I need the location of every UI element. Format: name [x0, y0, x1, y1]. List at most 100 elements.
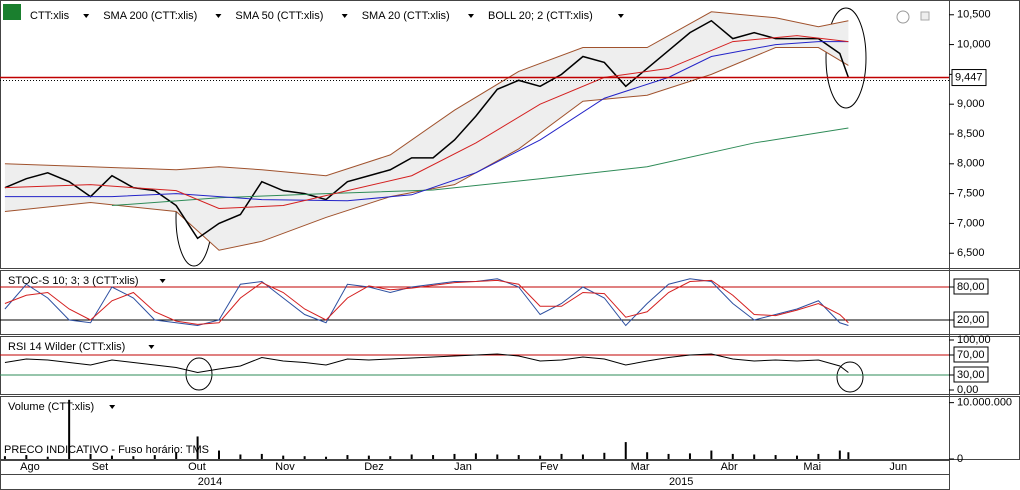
last-price-label: 9,447 — [955, 71, 983, 83]
dropdown-arrow — [148, 345, 155, 349]
volume-bar — [325, 456, 328, 459]
volume-bar — [346, 455, 349, 459]
x-tick-label: Out — [188, 461, 206, 473]
y-tick-label: 80,00 — [957, 281, 985, 293]
tick-box — [953, 366, 989, 383]
tick-box — [953, 311, 989, 328]
volume-bar — [753, 454, 756, 459]
series-line — [4, 353, 849, 374]
volume-bar — [132, 456, 135, 459]
volume-bar — [153, 455, 156, 459]
y-tick-label: 6,500 — [957, 247, 985, 259]
volume-bar — [817, 453, 820, 459]
volume-bar — [710, 450, 713, 459]
volume-bar — [796, 455, 799, 459]
legend-entry: CTT:xlis — [30, 10, 70, 22]
last-price-box — [951, 69, 987, 87]
x-tick-label: Fev — [540, 461, 559, 473]
legend-entry: SMA 50 (CTT:xlis) — [235, 10, 323, 22]
legend-entry: BOLL 20; 2 (CTT:xlis) — [488, 10, 593, 22]
y-tick-label: 20,00 — [957, 314, 985, 326]
volume-bar — [517, 455, 520, 459]
volume-bar — [68, 399, 71, 459]
tick-box — [953, 346, 989, 363]
dropdown-arrow — [341, 14, 348, 18]
clock-icon[interactable] — [896, 10, 910, 24]
window-button[interactable] — [920, 11, 930, 21]
series-line — [4, 278, 849, 327]
band-fill — [4, 11, 849, 251]
x-tick-label: Set — [92, 461, 109, 473]
y-tick-label: 8,000 — [957, 158, 985, 170]
volume-bar — [46, 456, 49, 459]
dropdown-arrow — [617, 14, 624, 18]
band-line — [4, 11, 849, 177]
volume-bar — [688, 453, 691, 459]
y-tick-label: 8,500 — [957, 128, 985, 140]
volume-bar — [282, 455, 285, 459]
panel-title: STOC-S 10; 3; 3 (CTT:xlis) — [8, 275, 139, 287]
x-tick-label: Abr — [721, 461, 738, 473]
circle-annotation — [836, 361, 864, 393]
circle-annotation — [185, 357, 213, 391]
series-line — [4, 19, 850, 240]
series-line — [4, 279, 849, 325]
volume-bar — [239, 454, 242, 459]
volume-bar — [367, 455, 370, 459]
volume-bar — [196, 436, 199, 459]
volume-bar — [432, 455, 435, 459]
volume-bar — [218, 450, 220, 459]
volume-bar — [731, 453, 734, 459]
x-tick-label: Nov — [275, 461, 295, 473]
series-line — [4, 41, 849, 202]
volume-bar — [581, 454, 584, 459]
dropdown-arrow — [109, 405, 116, 409]
y-tick-label: 7,000 — [957, 217, 985, 229]
x-tick-label: Ago — [20, 461, 40, 473]
y-tick-label: 70,00 — [957, 349, 985, 361]
volume-bar — [303, 456, 306, 459]
y-tick-label: 0 — [957, 453, 963, 465]
x-tick-label: Dez — [364, 461, 384, 473]
y-tick-label: 10,500 — [957, 9, 991, 21]
panel-title: RSI 14 Wilder (CTT:xlis) — [8, 341, 125, 353]
volume-bar — [389, 456, 392, 459]
volume-bar — [603, 452, 606, 459]
volume-bar — [646, 452, 649, 459]
x-tick-label: Mai — [803, 461, 821, 473]
volume-bar — [89, 453, 92, 459]
volume-bar — [110, 455, 113, 459]
legend-entry: SMA 200 (CTT:xlis) — [103, 10, 197, 22]
circle-annotation — [825, 7, 867, 109]
volume-bar — [847, 452, 850, 459]
x-tick-label: Jun — [889, 461, 907, 473]
volume-bar — [496, 454, 499, 459]
band-line — [4, 47, 849, 251]
y-tick-label: 0,00 — [957, 384, 978, 396]
legend-entry: SMA 20 (CTT:xlis) — [362, 10, 450, 22]
volume-bar — [453, 453, 456, 459]
series-line — [111, 127, 849, 207]
year-label: 2014 — [198, 476, 222, 488]
volume-bar — [260, 453, 263, 459]
volume-bar — [175, 452, 178, 459]
volume-bar — [774, 455, 777, 459]
volume-bar — [410, 454, 413, 459]
volume-bar — [560, 453, 563, 459]
series-line — [4, 35, 849, 210]
year-label: 2015 — [669, 476, 693, 488]
dropdown-arrow — [468, 14, 474, 18]
volume-bar — [474, 453, 477, 459]
volume-bar — [838, 450, 841, 459]
y-tick-label: 7,500 — [957, 188, 985, 200]
y-tick-label: 10.000.000 — [957, 397, 1012, 409]
volume-bar — [539, 455, 542, 459]
dropdown-arrow — [215, 14, 222, 18]
x-tick-label: Mar — [631, 461, 650, 473]
dropdown-arrow — [159, 279, 166, 283]
eq-icon[interactable] — [3, 4, 21, 20]
x-tick-label: Jan — [454, 461, 472, 473]
y-tick-label: 10,000 — [957, 38, 991, 50]
